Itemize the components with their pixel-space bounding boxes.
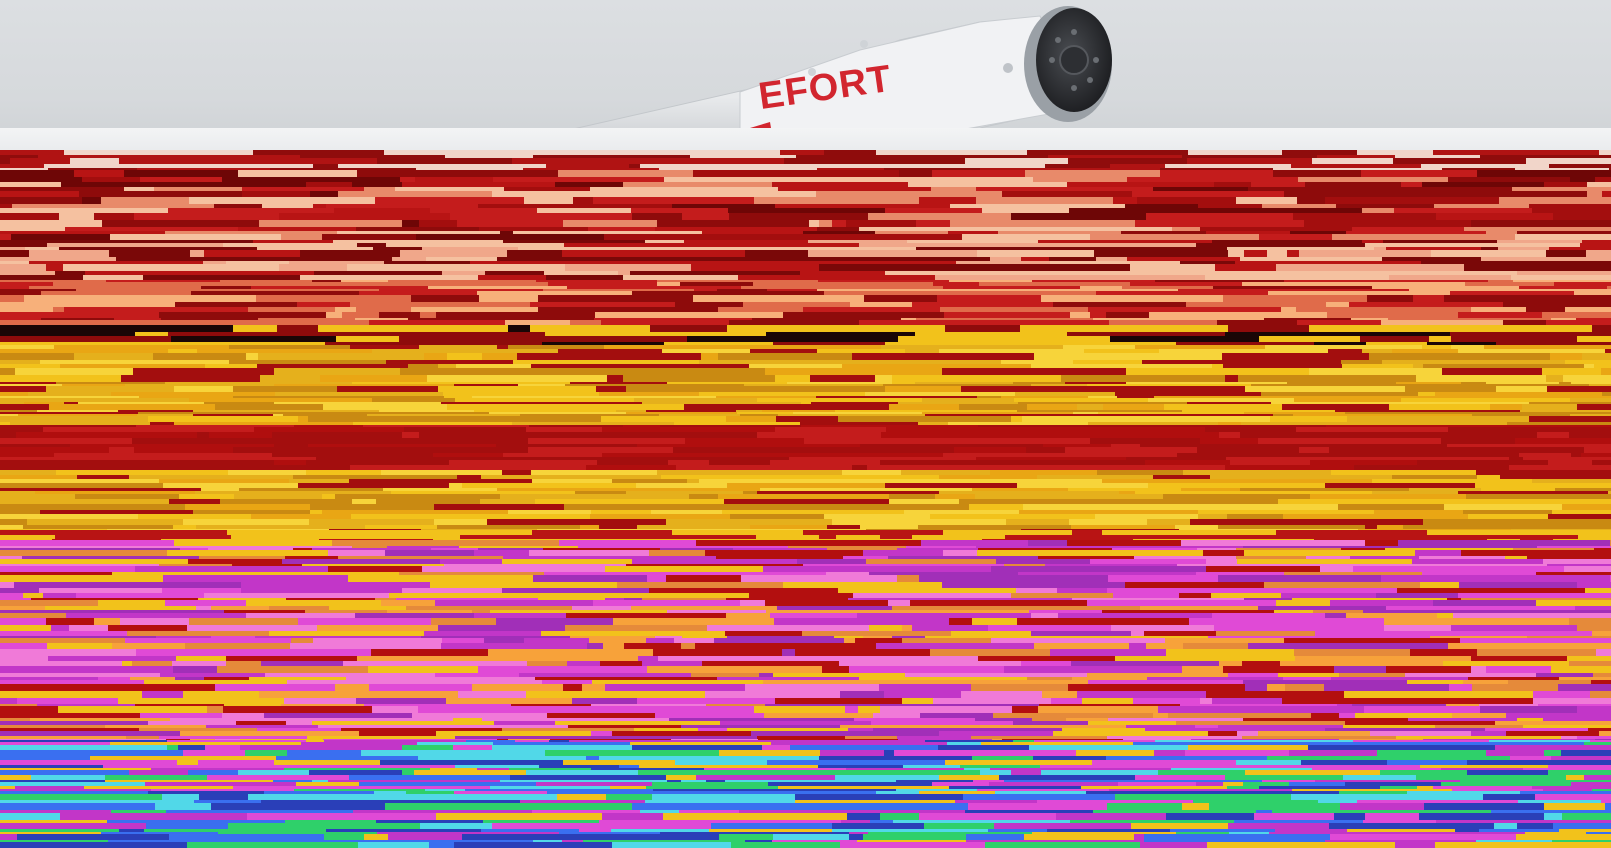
bolt-detail (1003, 63, 1013, 73)
glitch-pattern (0, 150, 1611, 848)
bolt-detail (808, 68, 816, 76)
glitch-corruption-area (0, 150, 1611, 848)
image-white-band (0, 128, 1611, 152)
bolt-detail (860, 40, 868, 48)
